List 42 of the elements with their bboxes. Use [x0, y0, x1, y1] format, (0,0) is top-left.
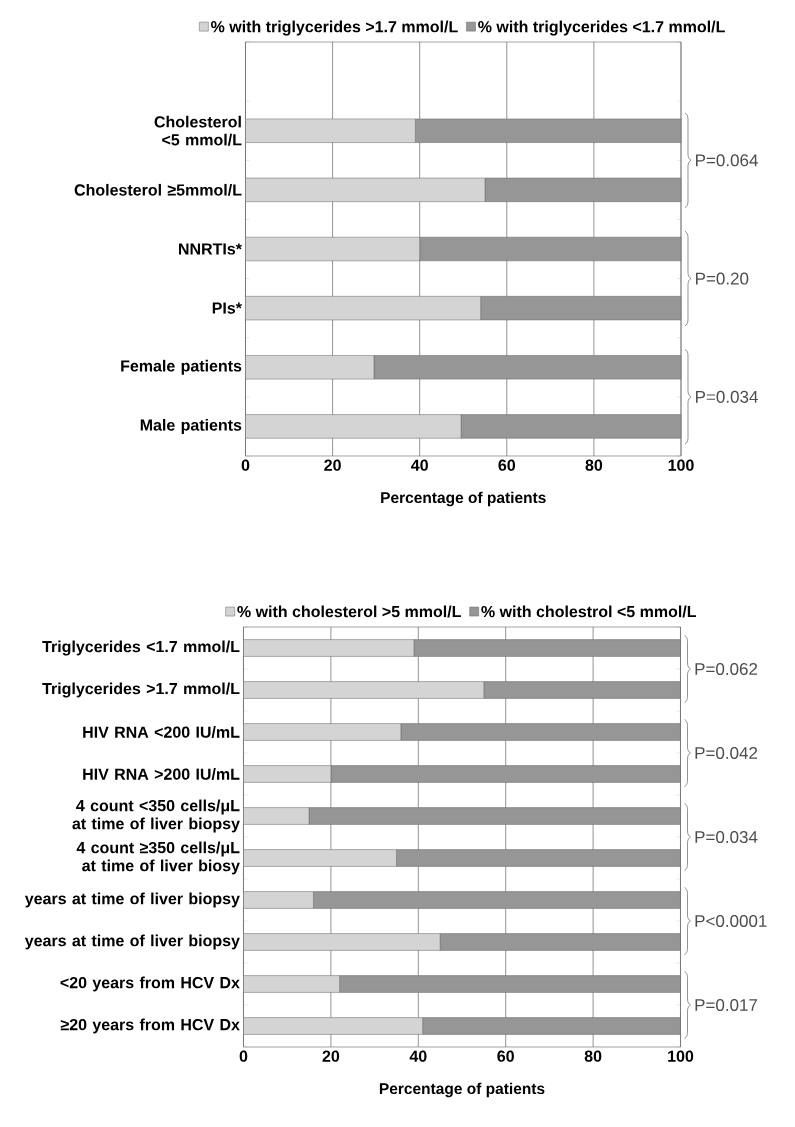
x-tick-label: 0 [241, 459, 250, 471]
y-tick-label: years at time of liver biopsy [24, 934, 240, 950]
x-axis-title: Percentage of patients [381, 491, 546, 507]
y-tick-label: 4 count ≥350 cells/μL at time of liver biosy [76, 841, 240, 875]
x-tick-label: 80 [584, 1050, 602, 1062]
legend-label: % with cholesterol >5 mmol/L [237, 605, 461, 618]
text: P=0.034 [696, 390, 758, 403]
x-tick-label: 40 [411, 459, 428, 471]
text: P=0.042 [695, 746, 758, 760]
text: P=0.064 [696, 154, 758, 167]
y-tick-label: Female patients [121, 359, 242, 375]
y-tick-label: <20 years from HCV Dx [60, 976, 240, 992]
legend-label: % with cholestrol <5 mmol/L [481, 605, 697, 618]
text: P=0.017 [695, 998, 758, 1012]
text: P=0.20 [696, 272, 749, 285]
x-tick-label: 100 [668, 459, 694, 471]
text: P=0.062 [695, 662, 758, 676]
x-tick-label: 0 [239, 1050, 248, 1062]
text: P<0.0001 [695, 914, 767, 928]
y-tick-label: PIs* [212, 302, 242, 314]
legend-label: % with triglycerides >1.7 mmol/L [211, 20, 458, 36]
legend-label: % with triglycerides <1.7 mmol/L [478, 20, 725, 36]
y-tick-label: NNRTIs* [179, 243, 242, 255]
x-tick-label: 60 [497, 1050, 514, 1062]
x-tick-label: 40 [409, 1050, 427, 1062]
x-tick-label: 80 [585, 459, 603, 471]
x-axis-title: Percentage of patients [379, 1082, 545, 1098]
x-tick-label: 100 [668, 1050, 694, 1062]
y-tick-label: Triglycerides <1.7 mmol/L [42, 640, 240, 656]
y-tick-label: Triglycerides >1.7 mmol/L [42, 682, 240, 698]
x-tick-label: 20 [324, 459, 341, 471]
y-tick-label: ≥20 years from HCV Dx [60, 1018, 240, 1034]
x-tick-label: 20 [322, 1050, 340, 1062]
y-tick-label: Male patients [140, 418, 242, 434]
y-tick-label: Cholesterol <5 mmol/L [154, 115, 242, 146]
y-tick-label: 4 count <350 cells/μL at time of liver biopsy [72, 799, 240, 833]
y-tick-label: HIV RNA <200 IU/mL [83, 726, 240, 738]
y-tick-label: HIV RNA >200 IU/mL [83, 768, 240, 780]
y-tick-label: years at time of liver biopsy [24, 892, 240, 908]
x-tick-label: 60 [498, 459, 516, 471]
text: P=0.034 [695, 830, 758, 844]
y-tick-label: Cholesterol ≥5mmol/L [74, 183, 242, 196]
